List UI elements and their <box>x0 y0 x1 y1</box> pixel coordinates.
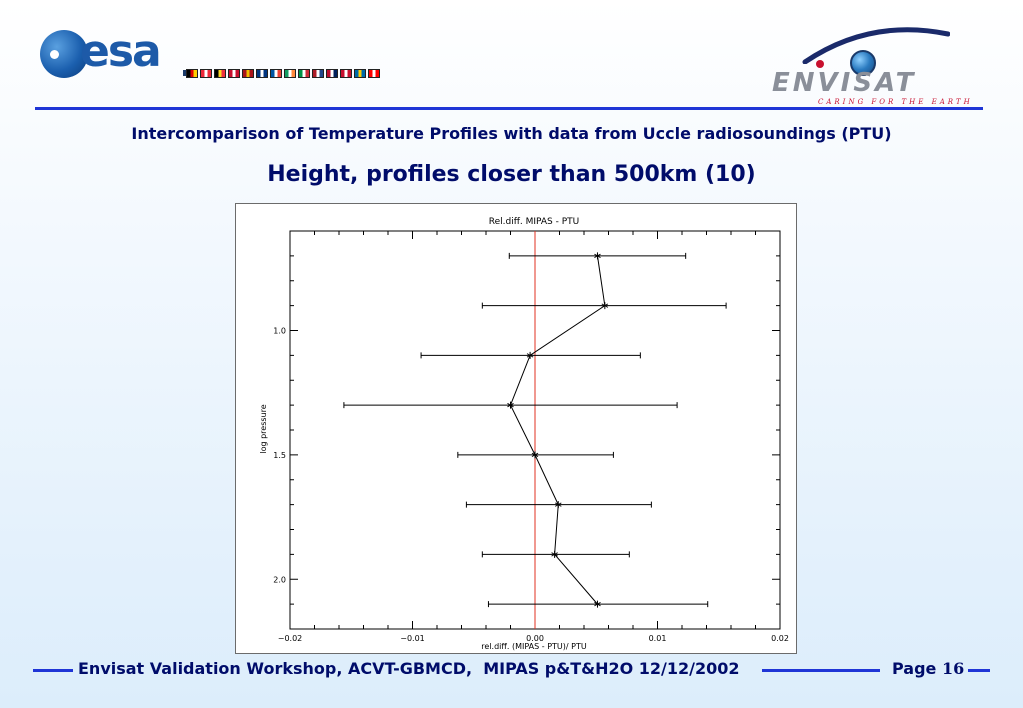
footer-text: Envisat Validation Workshop, ACVT-GBMCD,… <box>78 659 740 678</box>
data-point <box>594 252 601 260</box>
slide-title: Height, profiles closer than 500km (10) <box>267 162 756 187</box>
x-tick-label: 0.00 <box>526 634 544 643</box>
flag-icon <box>214 69 226 78</box>
envisat-arc <box>802 27 950 64</box>
chart-frame: Rel.diff. MIPAS - PTU rel.diff. (MIPAS -… <box>235 203 797 654</box>
y-axis-label: log pressure <box>259 404 268 453</box>
data-point <box>554 501 562 509</box>
envisat-logo: ENVISAT CARING FOR THE EARTH <box>760 18 990 108</box>
flag-icon <box>186 69 198 78</box>
flag-icon <box>312 69 324 78</box>
esa-logo-text: esa <box>80 26 162 77</box>
flag-icon <box>284 69 296 78</box>
data-point <box>526 351 534 359</box>
x-tick-label: 0.02 <box>771 634 789 643</box>
flag-icon <box>354 69 366 78</box>
data-point <box>594 600 601 608</box>
flag-icon <box>228 69 240 78</box>
profile-chart: Rel.diff. MIPAS - PTU rel.diff. (MIPAS -… <box>259 217 789 651</box>
header-rule <box>35 107 983 110</box>
envisat-red-dot <box>816 60 824 68</box>
data-point <box>507 401 514 409</box>
x-tick-label: 0.01 <box>649 634 667 643</box>
member-flags <box>186 69 380 78</box>
globe-icon <box>850 50 876 76</box>
y-tick-label: 1.5 <box>273 451 286 460</box>
slide-subtitle: Intercomparison of Temperature Profiles … <box>131 124 892 143</box>
esa-logo: esa <box>40 26 200 84</box>
flag-icon <box>326 69 338 78</box>
data-point <box>531 451 539 459</box>
flag-icon <box>270 69 282 78</box>
envisat-tagline: CARING FOR THE EARTH <box>818 98 973 106</box>
x-tick-label: −0.01 <box>400 634 425 643</box>
footer-rule-left <box>33 669 73 672</box>
x-axis-label: rel.diff. (MIPAS - PTU)/ PTU <box>481 642 587 651</box>
esa-logo-dot <box>50 50 59 59</box>
flag-icon <box>256 69 268 78</box>
flag-icon <box>368 69 380 78</box>
flag-icon <box>200 69 212 78</box>
data-point <box>601 302 609 310</box>
chart-title: Rel.diff. MIPAS - PTU <box>489 217 580 227</box>
y-tick-label: 1.0 <box>273 327 286 336</box>
page-indicator: Page 16 <box>892 659 964 678</box>
footer-rule-middle <box>762 669 880 672</box>
footer-rule-right <box>968 669 990 672</box>
flag-icon <box>340 69 352 78</box>
esa-underline <box>183 70 187 76</box>
esa-logo-ball <box>40 30 88 78</box>
page-label: Page <box>892 659 937 678</box>
flag-icon <box>242 69 254 78</box>
series-line <box>509 255 606 605</box>
y-tick-label: 2.0 <box>273 575 286 584</box>
flag-icon <box>298 69 310 78</box>
data-point <box>551 550 558 558</box>
page-number: 16 <box>941 659 965 678</box>
x-tick-label: −0.02 <box>278 634 303 643</box>
envisat-logo-text: ENVISAT <box>772 68 917 98</box>
